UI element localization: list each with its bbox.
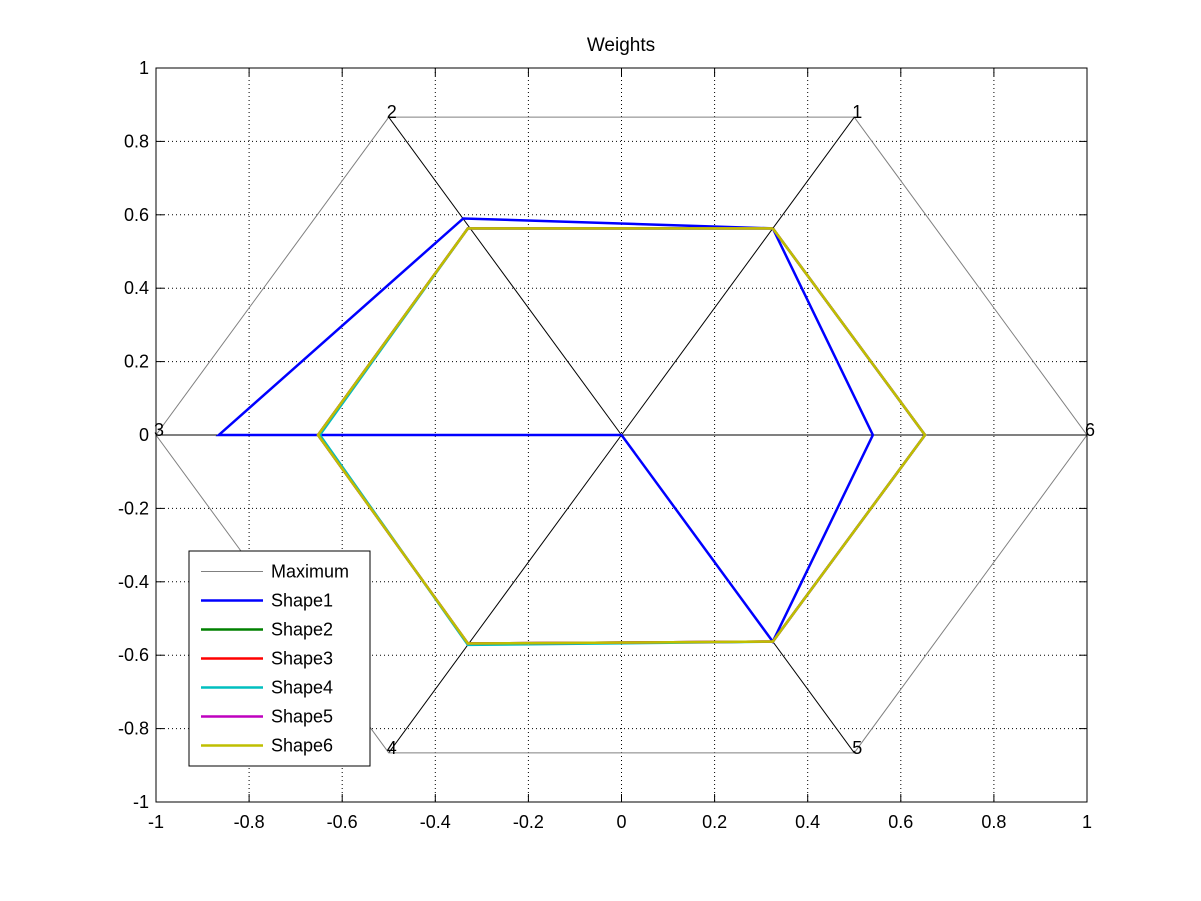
legend: Maximum Shape1 Shape2 Shape3 Shape4 Shape5 Sha… — [188, 550, 371, 767]
x-tick-label: -0.8 — [234, 812, 265, 832]
y-tick-label: -0.4 — [118, 572, 149, 592]
y-tick-label: 0.2 — [124, 352, 149, 372]
x-tick-label: -0.4 — [420, 812, 451, 832]
x-tick-label: -0.6 — [327, 812, 358, 832]
y-tick-label: 0 — [139, 425, 149, 445]
chart-title: Weights — [587, 35, 655, 56]
vertex-label-2: 2 — [387, 102, 397, 122]
x-tick-label: 0.2 — [702, 812, 727, 832]
legend-label-shape2: Shape2 — [271, 620, 333, 640]
vertex-label-4: 4 — [387, 738, 397, 758]
x-tick-label: 1 — [1082, 812, 1092, 832]
vertex-labels: 1 2 3 4 5 6 — [154, 102, 1095, 758]
x-tick-label: 0 — [616, 812, 626, 832]
legend-label-shape5: Shape5 — [271, 707, 333, 727]
series-lines — [155, 116, 1088, 754]
y-tick-label: -0.8 — [118, 719, 149, 739]
y-tick-label: 1 — [139, 58, 149, 78]
legend-label-shape1: Shape1 — [271, 591, 333, 611]
vertex-label-3: 3 — [154, 420, 164, 440]
y-tick-label: -1 — [133, 792, 149, 812]
vertex-label-5: 5 — [852, 738, 862, 758]
x-tick-label: 0.6 — [888, 812, 913, 832]
series-line-shape1 — [215, 217, 875, 645]
y-tick-label: 0.4 — [124, 278, 149, 298]
legend-label-shape6: Shape6 — [271, 736, 333, 756]
x-tick-label: -0.2 — [513, 812, 544, 832]
y-tick-label: 0.8 — [124, 131, 149, 151]
legend-label-maximum: Maximum — [271, 562, 349, 582]
series-line-shape6 — [316, 227, 927, 645]
vertex-label-1: 1 — [852, 102, 862, 122]
x-tick-label: -1 — [148, 812, 164, 832]
y-tick-label: 0.6 — [124, 205, 149, 225]
legend-label-shape3: Shape3 — [271, 649, 333, 669]
y-tick-label: -0.2 — [118, 498, 149, 518]
x-tick-label: 0.4 — [795, 812, 820, 832]
legend-label-shape4: Shape4 — [271, 678, 333, 698]
vertex-label-6: 6 — [1085, 420, 1095, 440]
y-tick-label: -0.6 — [118, 645, 149, 665]
axis-ticks: -1 -0.8 -0.6 -0.4 -0.2 0 0.2 0.4 0.6 0.8 1 -1 -0.8 -0… — [118, 58, 1092, 832]
x-tick-label: 0.8 — [981, 812, 1006, 832]
